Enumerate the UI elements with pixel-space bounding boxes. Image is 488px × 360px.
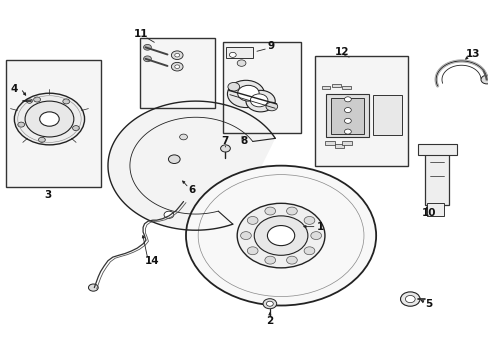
Circle shape bbox=[185, 166, 375, 306]
Circle shape bbox=[267, 226, 294, 246]
Circle shape bbox=[227, 80, 264, 108]
Text: 7: 7 bbox=[221, 136, 228, 146]
Circle shape bbox=[344, 108, 350, 113]
Circle shape bbox=[143, 56, 151, 62]
Bar bbox=[225, 47, 252, 58]
Circle shape bbox=[240, 231, 251, 239]
Polygon shape bbox=[108, 101, 275, 230]
Circle shape bbox=[400, 292, 419, 306]
Circle shape bbox=[245, 90, 275, 112]
Bar bbox=[372, 95, 401, 135]
Bar bbox=[417, 144, 456, 155]
Circle shape bbox=[250, 94, 267, 107]
Circle shape bbox=[14, 93, 84, 145]
Circle shape bbox=[304, 216, 314, 224]
Circle shape bbox=[247, 216, 258, 224]
Text: 5: 5 bbox=[425, 299, 431, 309]
Bar bbox=[140, 39, 215, 108]
Circle shape bbox=[26, 99, 32, 103]
Circle shape bbox=[143, 44, 151, 50]
Circle shape bbox=[344, 129, 350, 134]
Circle shape bbox=[174, 65, 179, 68]
Circle shape bbox=[264, 207, 275, 215]
Text: 9: 9 bbox=[267, 41, 274, 51]
Circle shape bbox=[72, 126, 79, 131]
Bar bbox=[5, 60, 101, 187]
Circle shape bbox=[62, 99, 69, 104]
Circle shape bbox=[174, 53, 179, 57]
Bar bbox=[334, 144, 344, 148]
Text: 3: 3 bbox=[44, 190, 52, 200]
Bar bbox=[331, 84, 340, 87]
Circle shape bbox=[405, 296, 414, 303]
Bar bbox=[341, 141, 351, 145]
Circle shape bbox=[264, 256, 275, 264]
Bar bbox=[341, 86, 350, 89]
Circle shape bbox=[18, 122, 24, 127]
Circle shape bbox=[220, 145, 230, 152]
Circle shape bbox=[34, 97, 41, 102]
Text: 10: 10 bbox=[421, 208, 435, 218]
Circle shape bbox=[266, 301, 273, 306]
Bar bbox=[325, 141, 334, 145]
Text: 11: 11 bbox=[133, 30, 147, 39]
Text: 2: 2 bbox=[265, 316, 273, 325]
Circle shape bbox=[179, 134, 187, 140]
Circle shape bbox=[237, 85, 259, 101]
Text: 6: 6 bbox=[188, 185, 196, 195]
Text: 13: 13 bbox=[465, 49, 479, 59]
Bar bbox=[424, 148, 448, 205]
Text: 4: 4 bbox=[11, 84, 18, 94]
Bar bbox=[326, 94, 368, 137]
Bar bbox=[222, 42, 300, 134]
Circle shape bbox=[163, 211, 173, 219]
Circle shape bbox=[344, 97, 350, 102]
Text: 14: 14 bbox=[144, 256, 159, 266]
Circle shape bbox=[168, 155, 180, 163]
Circle shape bbox=[40, 112, 59, 126]
Circle shape bbox=[286, 256, 297, 264]
Circle shape bbox=[247, 247, 258, 255]
Circle shape bbox=[265, 102, 277, 111]
Circle shape bbox=[237, 60, 245, 66]
Text: 1: 1 bbox=[316, 222, 323, 231]
Circle shape bbox=[229, 52, 236, 57]
Circle shape bbox=[286, 207, 297, 215]
Circle shape bbox=[227, 82, 239, 91]
Circle shape bbox=[25, 101, 74, 137]
Circle shape bbox=[254, 216, 307, 255]
Text: 8: 8 bbox=[240, 136, 246, 146]
Circle shape bbox=[39, 137, 45, 142]
Bar bbox=[321, 86, 330, 89]
Circle shape bbox=[304, 247, 314, 255]
Text: 12: 12 bbox=[334, 46, 348, 57]
Circle shape bbox=[237, 203, 325, 268]
Bar bbox=[427, 203, 444, 216]
Circle shape bbox=[171, 62, 183, 71]
Circle shape bbox=[171, 51, 183, 59]
Bar bbox=[330, 98, 364, 134]
Circle shape bbox=[88, 284, 98, 291]
Circle shape bbox=[344, 118, 350, 123]
Bar bbox=[315, 56, 407, 166]
Circle shape bbox=[310, 231, 321, 239]
Circle shape bbox=[480, 75, 488, 84]
Circle shape bbox=[263, 299, 276, 309]
